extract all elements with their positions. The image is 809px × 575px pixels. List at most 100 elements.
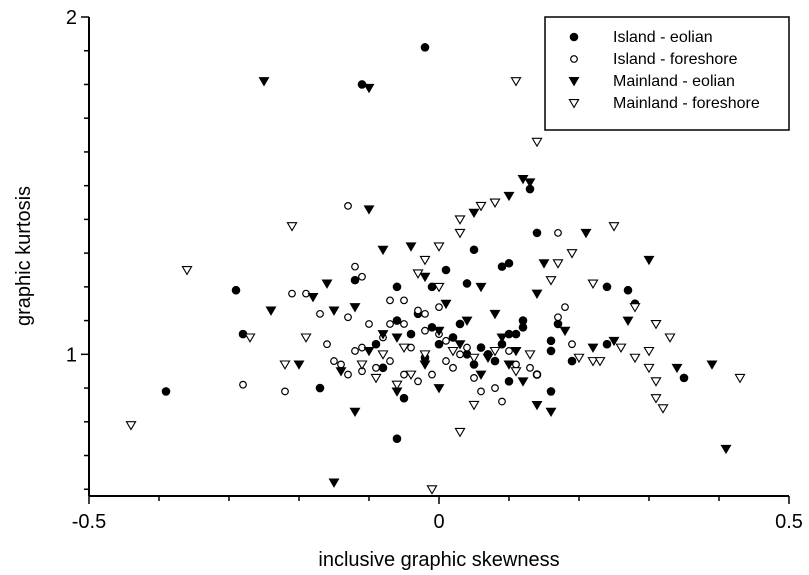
- data-point: [496, 333, 508, 343]
- data-point: [279, 360, 291, 370]
- data-point: [679, 373, 689, 383]
- data-point: [643, 363, 655, 374]
- data-point: [475, 370, 487, 380]
- data-point: [258, 77, 270, 87]
- data-point: [335, 367, 347, 377]
- data-point: [321, 279, 333, 289]
- data-point: [419, 360, 431, 370]
- data-point: [510, 77, 522, 87]
- data-point: [328, 478, 340, 488]
- legend-marker: [569, 32, 579, 42]
- data-point: [503, 360, 515, 370]
- x-tick-label: 0.5: [775, 511, 803, 533]
- data-point: [482, 353, 494, 364]
- data-point: [363, 83, 375, 94]
- data-point: [426, 485, 438, 495]
- data-point: [349, 303, 361, 313]
- data-point: [490, 356, 500, 366]
- data-point: [370, 373, 382, 384]
- data-point: [568, 340, 576, 349]
- legend-label: Island - eolian: [613, 29, 713, 46]
- data-point: [293, 360, 305, 370]
- data-point: [350, 275, 360, 285]
- data-point: [504, 258, 514, 268]
- data-point: [433, 282, 445, 293]
- data-point: [420, 43, 430, 52]
- data-point: [469, 245, 479, 255]
- data-point: [337, 360, 345, 369]
- data-point: [344, 313, 352, 322]
- data-point: [330, 357, 338, 365]
- data-point: [573, 353, 585, 364]
- data-point: [434, 339, 444, 349]
- data-point: [545, 276, 557, 286]
- legend-marker: [568, 99, 580, 109]
- data-point: [377, 330, 389, 340]
- data-point: [399, 393, 409, 403]
- series-3: [258, 77, 732, 488]
- data-point: [454, 340, 466, 350]
- data-point: [419, 272, 431, 283]
- data-point: [468, 208, 480, 219]
- data-point: [546, 387, 556, 396]
- data-point: [351, 347, 359, 355]
- data-point: [392, 316, 402, 325]
- data-point: [286, 222, 298, 232]
- data-point: [531, 289, 543, 299]
- data-point: [405, 242, 417, 252]
- data-point: [671, 363, 683, 374]
- data-point: [316, 309, 324, 318]
- data-point: [587, 279, 599, 289]
- legend-label: Island - foreshore: [613, 51, 738, 68]
- y-tick-label: 1: [66, 344, 77, 366]
- data-point: [392, 434, 402, 443]
- legend-marker: [570, 55, 578, 63]
- data-point: [239, 380, 247, 389]
- data-point: [538, 259, 550, 269]
- data-point: [454, 228, 466, 239]
- data-point: [454, 427, 466, 438]
- data-point: [518, 316, 528, 325]
- data-point: [400, 320, 408, 328]
- data-point: [265, 306, 277, 316]
- data-point: [511, 329, 521, 339]
- data-point: [315, 383, 325, 393]
- data-point: [433, 242, 445, 252]
- data-point: [629, 303, 641, 313]
- data-point: [328, 306, 340, 316]
- series-2: [239, 202, 576, 406]
- data-point: [545, 407, 557, 418]
- data-point: [161, 387, 171, 396]
- legend-label: Mainland - foreshore: [613, 95, 760, 112]
- legend: Island - eolian Island - foreshore Mainlan…: [544, 16, 790, 131]
- data-point: [363, 205, 375, 215]
- data-point: [398, 343, 410, 354]
- data-point: [288, 289, 296, 298]
- data-point: [720, 444, 732, 455]
- data-point: [489, 198, 501, 208]
- data-point: [664, 333, 676, 343]
- data-point: [433, 384, 445, 394]
- data-point: [504, 377, 514, 386]
- data-point: [414, 377, 422, 386]
- data-point: [386, 296, 394, 305]
- data-point: [442, 336, 450, 345]
- data-point: [476, 343, 486, 352]
- data-point: [468, 400, 480, 411]
- data-point: [377, 245, 389, 256]
- data-point: [650, 394, 662, 404]
- data-point: [546, 336, 556, 346]
- data-point: [510, 367, 522, 377]
- data-point: [412, 269, 424, 279]
- data-point: [300, 333, 312, 343]
- data-point: [447, 346, 459, 357]
- data-point: [623, 285, 633, 295]
- data-point: [414, 306, 422, 315]
- data-point: [608, 336, 620, 347]
- data-point: [587, 357, 599, 367]
- data-point: [371, 339, 381, 349]
- data-point: [477, 387, 485, 396]
- data-point: [489, 346, 501, 357]
- data-point: [358, 272, 366, 281]
